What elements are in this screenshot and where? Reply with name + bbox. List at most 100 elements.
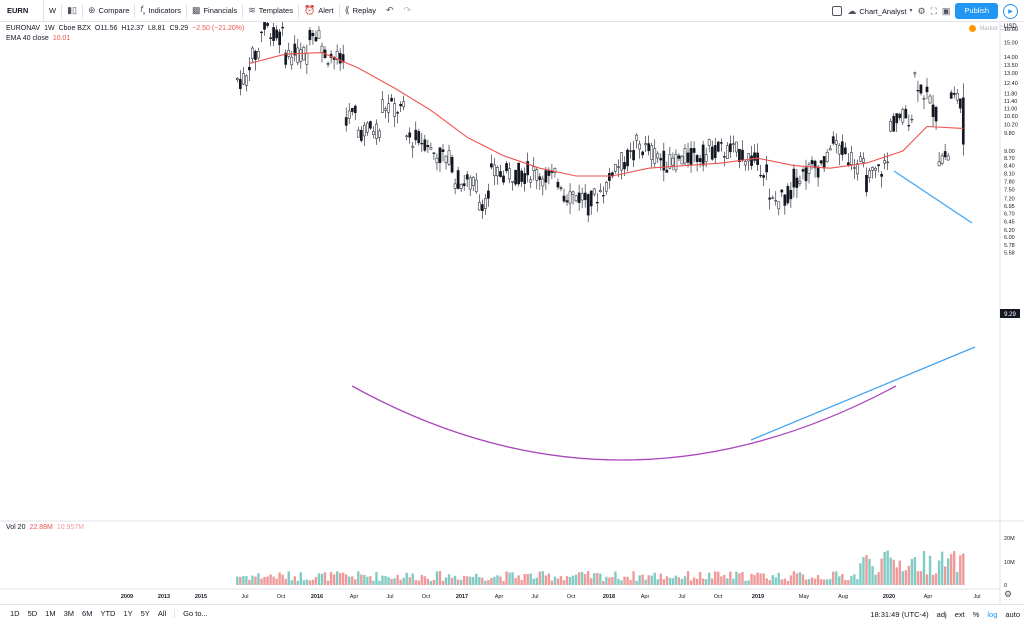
volume-bar bbox=[850, 575, 853, 585]
chart-type-button[interactable]: ▮▯ bbox=[62, 0, 82, 22]
clock-readout[interactable]: 18:31:49 (UTC-4) bbox=[870, 609, 929, 619]
play-icon[interactable]: ▶ bbox=[1003, 3, 1018, 19]
volume-bar bbox=[475, 573, 478, 585]
layout-select-icon[interactable] bbox=[832, 6, 843, 16]
range-5d[interactable]: 5D bbox=[27, 609, 38, 618]
candle-body bbox=[958, 98, 962, 109]
candle-body bbox=[840, 141, 844, 155]
candle-body bbox=[517, 162, 520, 185]
candle-body bbox=[641, 151, 644, 156]
candle-body bbox=[904, 108, 908, 119]
undo-button[interactable]: ↶ bbox=[381, 0, 399, 22]
candle-body bbox=[668, 154, 672, 169]
indicators-button[interactable]: fx Indicators bbox=[135, 0, 186, 22]
templates-icon: ≋ bbox=[248, 5, 256, 15]
time-tick-label: May bbox=[799, 594, 810, 600]
volume-bar bbox=[396, 574, 399, 585]
percent-toggle[interactable]: % bbox=[972, 609, 980, 619]
volume-bar bbox=[490, 577, 493, 585]
candle-body bbox=[889, 121, 893, 132]
range-ytd[interactable]: YTD bbox=[100, 609, 116, 618]
compare-button[interactable]: ⊕ Compare bbox=[83, 0, 134, 22]
ext-toggle[interactable]: ext bbox=[954, 609, 965, 619]
top-toolbar: EURN W ▮▯ ⊕ Compare fx Indicators ▩ Fina… bbox=[0, 0, 1024, 22]
publish-button[interactable]: Publish bbox=[955, 3, 998, 19]
candle-body bbox=[895, 113, 899, 124]
price-axis[interactable]: 18.0017.0016.0015.0014.0013.5013.0012.40… bbox=[1004, 22, 1018, 257]
range-1d[interactable]: 1D bbox=[10, 609, 20, 618]
volume-bar bbox=[287, 571, 290, 585]
goto-button[interactable]: Go to... bbox=[174, 609, 212, 618]
symbol-search[interactable]: EURN bbox=[0, 0, 44, 22]
gear-icon[interactable]: ⚙ bbox=[917, 5, 926, 16]
candle-body bbox=[620, 152, 623, 171]
candle-body bbox=[819, 160, 823, 164]
candle-body bbox=[317, 30, 321, 39]
drawings[interactable] bbox=[351, 170, 976, 461]
financials-button[interactable]: ▩ Financials bbox=[187, 0, 242, 22]
price-tick-label: 11.80 bbox=[1004, 91, 1017, 97]
ema-40-line[interactable] bbox=[249, 52, 964, 177]
candle-body bbox=[638, 143, 641, 150]
candle-body bbox=[251, 47, 254, 59]
candle-body bbox=[493, 164, 496, 177]
volume-bar bbox=[777, 572, 780, 585]
redo-button[interactable]: ↷ bbox=[399, 0, 417, 22]
price-tick-label: 10.20 bbox=[1004, 122, 1018, 128]
candle-body bbox=[831, 136, 835, 144]
volume-bar bbox=[865, 555, 868, 585]
ascending-trendline[interactable] bbox=[750, 346, 976, 441]
candle-body bbox=[305, 53, 309, 65]
publish-label: Publish bbox=[964, 6, 989, 15]
volume-bar bbox=[335, 571, 339, 585]
range-all[interactable]: All bbox=[157, 609, 167, 618]
ema-label: EMA 40 close bbox=[6, 35, 49, 42]
volume-axis[interactable]: 20M 10M 0 bbox=[1004, 536, 1015, 589]
volume-bar bbox=[662, 579, 666, 585]
adj-toggle[interactable]: adj bbox=[936, 609, 947, 619]
candle-body bbox=[726, 145, 729, 160]
range-6m[interactable]: 6M bbox=[82, 609, 93, 618]
volume-bar bbox=[281, 574, 284, 585]
gear-icon[interactable]: ⚙ bbox=[1004, 589, 1013, 599]
replay-button[interactable]: ⟪ Replay bbox=[340, 0, 381, 22]
candle-body bbox=[653, 148, 657, 164]
candle-body bbox=[617, 166, 620, 168]
volume-bar bbox=[351, 576, 354, 585]
volume-legend[interactable]: Vol 20 22.88M 10.957M bbox=[6, 524, 84, 531]
log-toggle[interactable]: log bbox=[987, 609, 998, 619]
volume-bar bbox=[750, 573, 753, 585]
toolbar-right: ☁ Chart_Analyst ▾ ⚙ ⛶ ▣ Publish ▶ bbox=[832, 0, 1024, 22]
ema-legend[interactable]: EMA 40 close 10.01 bbox=[6, 35, 70, 42]
candle-body bbox=[254, 51, 257, 60]
candle-body bbox=[850, 152, 853, 165]
rounding-bottom-arc[interactable] bbox=[351, 385, 897, 461]
volume-bar bbox=[698, 571, 702, 585]
candle-body bbox=[780, 189, 784, 193]
range-1y[interactable]: 1Y bbox=[123, 609, 133, 618]
candle-body bbox=[662, 150, 666, 171]
volume-bar bbox=[242, 576, 245, 585]
price-chart[interactable]: 18.0017.0016.0015.0014.0013.5013.0012.40… bbox=[0, 22, 1024, 604]
descending-trendline[interactable] bbox=[893, 170, 973, 224]
range-1m[interactable]: 1M bbox=[45, 609, 56, 618]
chart-name-dropdown[interactable]: ☁ Chart_Analyst ▾ bbox=[847, 6, 912, 16]
candle-body bbox=[659, 158, 663, 161]
interval-button[interactable]: W bbox=[44, 0, 61, 22]
range-3m[interactable]: 3M bbox=[63, 609, 75, 618]
fullscreen-icon[interactable]: ⛶ bbox=[930, 5, 937, 16]
volume-bar bbox=[704, 579, 708, 585]
time-axis[interactable]: 2009 2013 2015 Jul Oct 2016 Apr Jul Oct 2017 Apr Ju… bbox=[121, 594, 981, 600]
templates-button[interactable]: ≋ Templates bbox=[243, 0, 298, 22]
alert-button[interactable]: ⏰ Alert bbox=[299, 0, 339, 22]
volume-bar bbox=[807, 579, 811, 585]
volume-tick-label: 10M bbox=[1004, 560, 1015, 566]
volume-bar bbox=[239, 576, 242, 585]
auto-toggle[interactable]: auto bbox=[1005, 609, 1020, 619]
candle-body bbox=[529, 179, 533, 183]
volume-bar bbox=[505, 571, 508, 585]
camera-icon[interactable]: ▣ bbox=[941, 5, 951, 16]
range-5y[interactable]: 5Y bbox=[140, 609, 150, 618]
volume-bar bbox=[895, 567, 898, 585]
candle-body bbox=[695, 155, 699, 162]
